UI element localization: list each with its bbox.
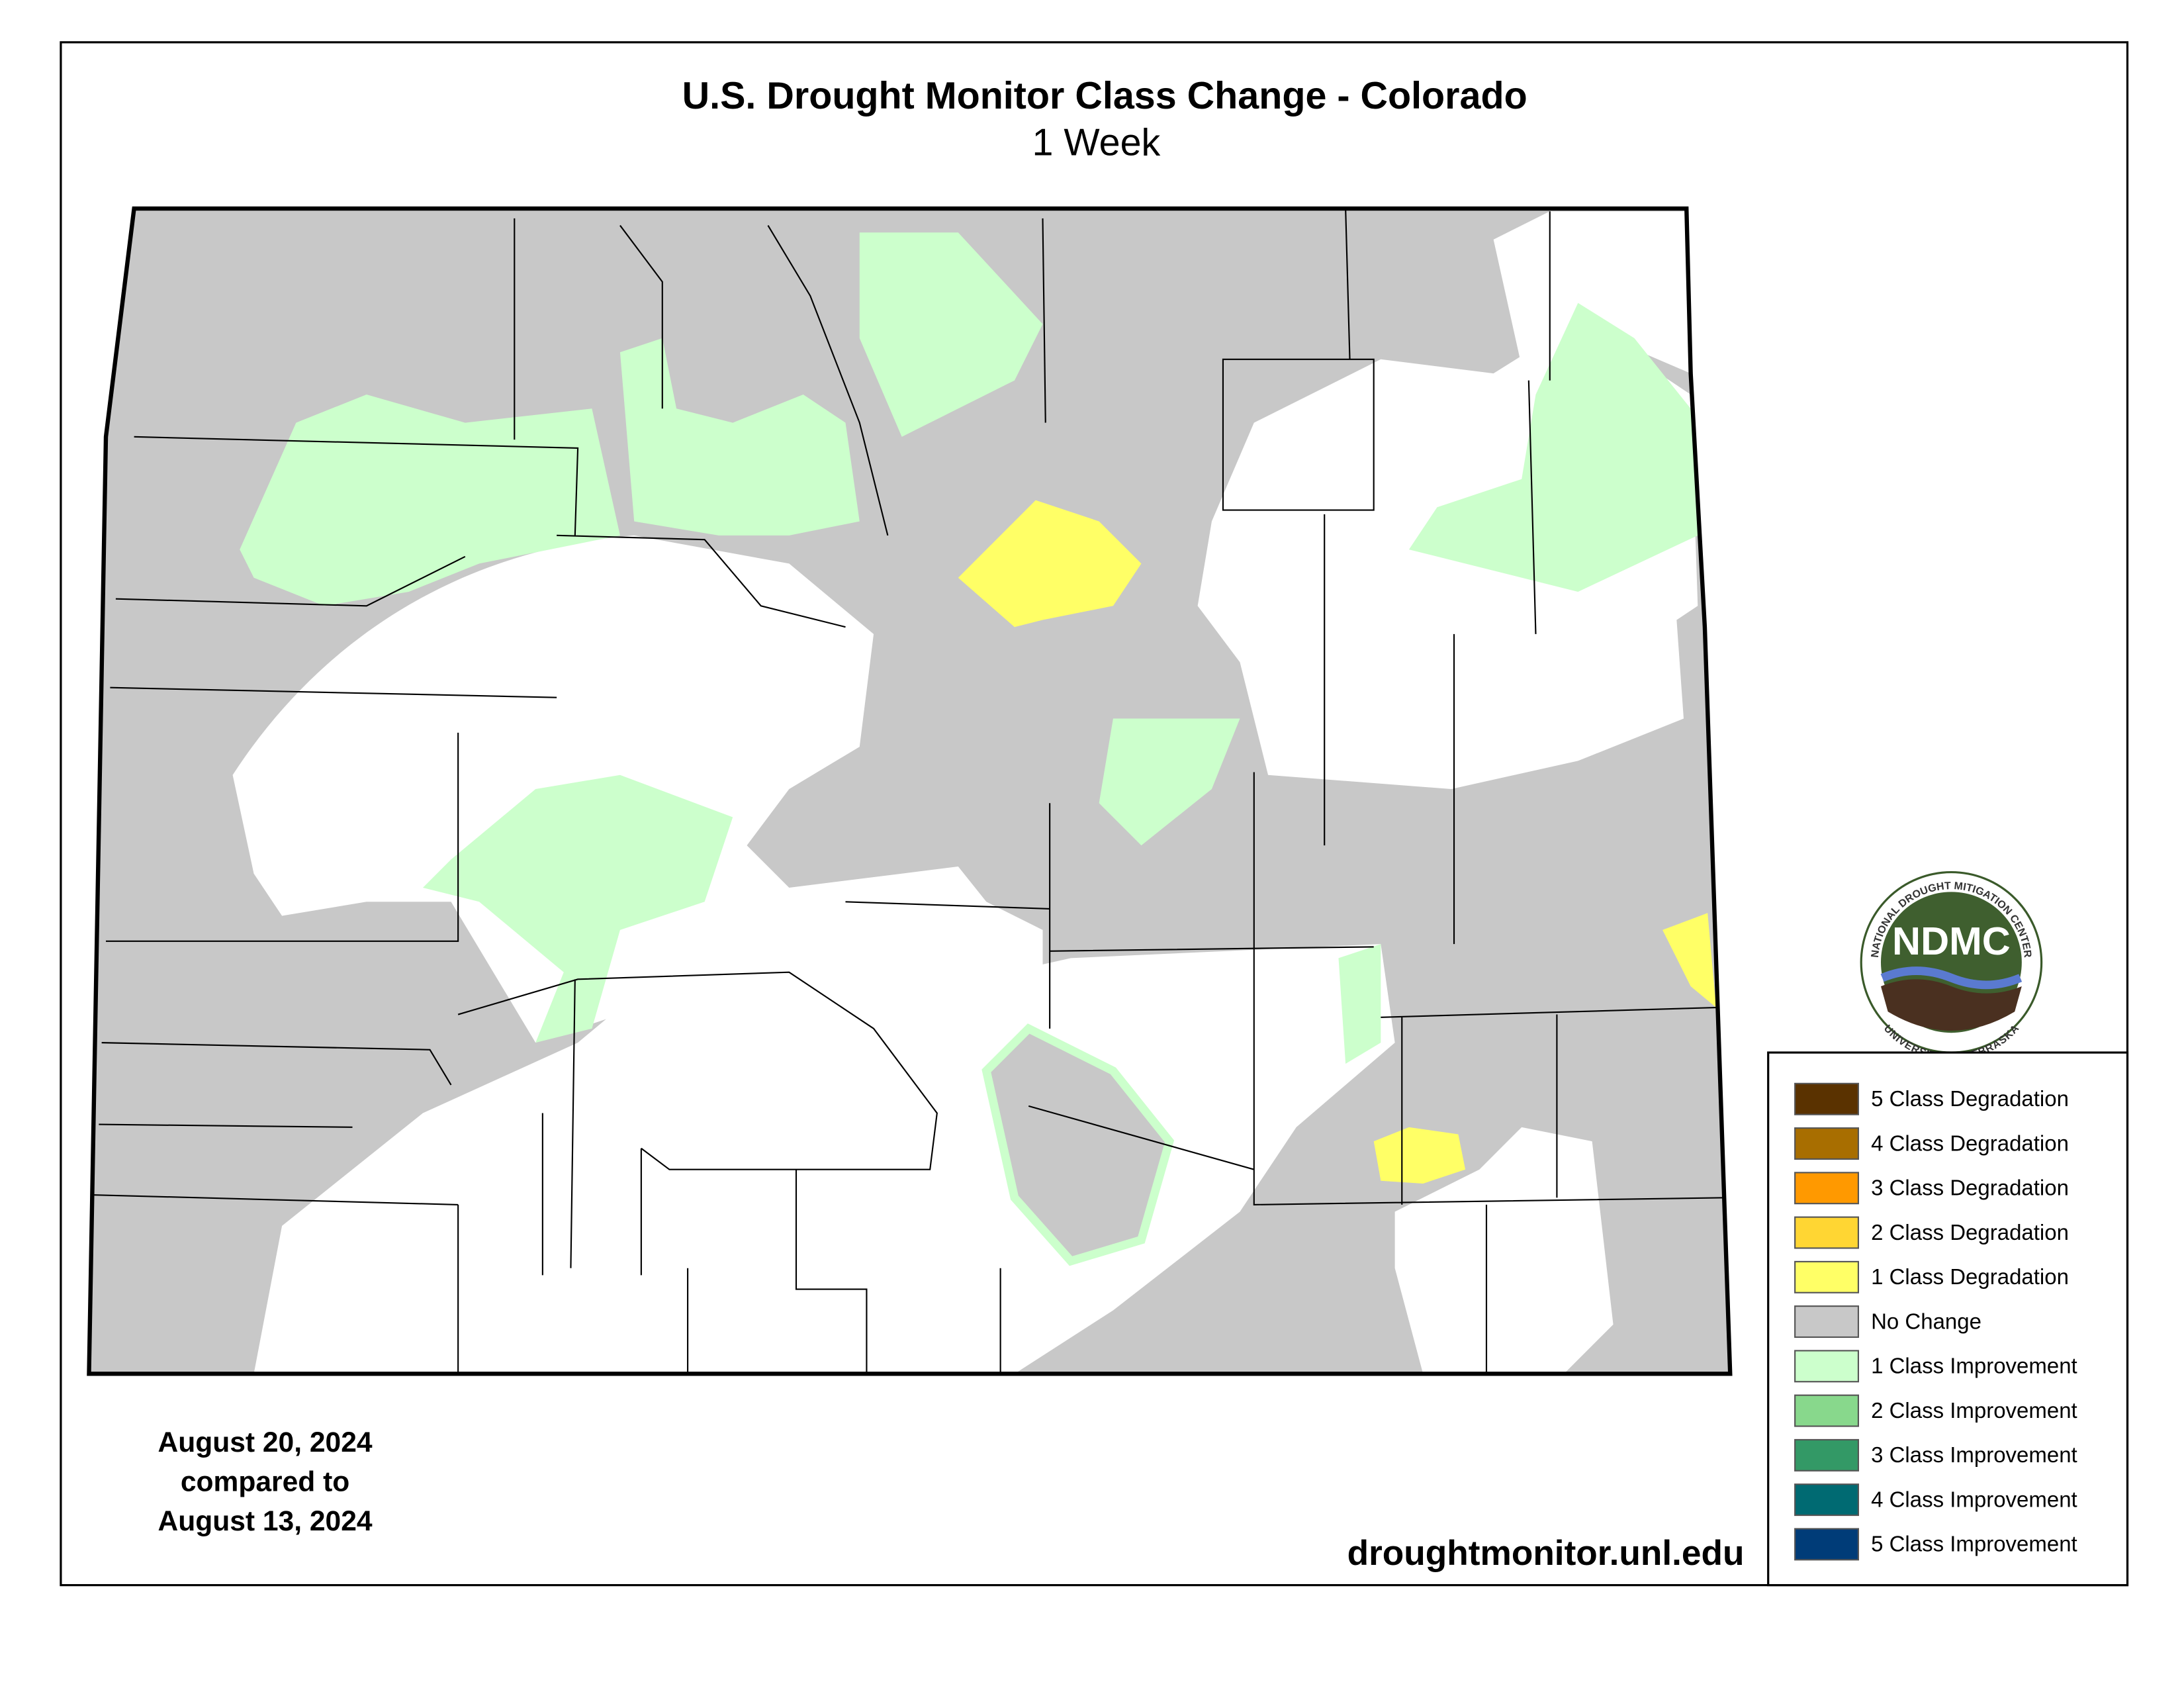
legend-label: 1 Class Improvement	[1871, 1354, 2077, 1378]
white-area	[1394, 1127, 1614, 1374]
legend-swatch	[1794, 1305, 1859, 1338]
date-line: compared to	[181, 1466, 349, 1498]
map-title: U.S. Drought Monitor Class Change - Colo…	[682, 75, 1527, 117]
legend-swatch	[1794, 1438, 1859, 1472]
degradation-area	[1373, 1127, 1466, 1184]
legend-swatch	[1794, 1216, 1859, 1249]
improvement-area	[859, 232, 1043, 437]
legend-label: 4 Class Degradation	[1871, 1131, 2069, 1155]
logo-water	[1880, 966, 2023, 990]
logo-abbr: NDMC	[1892, 919, 2011, 963]
legend-swatch	[1794, 1394, 1859, 1427]
improvement-area	[1338, 944, 1381, 1064]
legend-label: 5 Class Improvement	[1871, 1532, 2077, 1556]
legend-swatch	[1794, 1172, 1859, 1205]
date-line: August 13, 2024	[158, 1505, 372, 1537]
legend-swatch	[1794, 1528, 1859, 1561]
legend-swatch	[1794, 1127, 1859, 1160]
white-area	[1493, 211, 1691, 374]
state-map	[87, 206, 1733, 1376]
no-change-area	[981, 1023, 1175, 1266]
legend-label: 4 Class Improvement	[1871, 1487, 2077, 1511]
legend-swatch	[1794, 1350, 1859, 1383]
logo-land	[1880, 979, 2022, 1031]
improvement-area	[422, 774, 733, 1043]
source-url: droughtmonitor.unl.edu	[1347, 1534, 1745, 1573]
state-border	[87, 206, 1733, 1376]
legend-label: No Change	[1871, 1309, 1981, 1333]
improvement-area	[619, 338, 860, 536]
legend-swatch	[1794, 1483, 1859, 1517]
degradation-area	[958, 500, 1142, 628]
legend-swatch	[1794, 1260, 1859, 1293]
legend-label: 2 Class Degradation	[1871, 1220, 2069, 1244]
date-line: August 20, 2024	[158, 1427, 372, 1458]
legend-label: 3 Class Degradation	[1871, 1176, 2069, 1200]
legend-label: 2 Class Improvement	[1871, 1398, 2077, 1423]
legend-label: 3 Class Improvement	[1871, 1442, 2077, 1467]
legend-swatch	[1794, 1082, 1859, 1115]
map-subtitle: 1 Week	[1032, 121, 1160, 164]
legend-label: 5 Class Degradation	[1871, 1086, 2069, 1111]
degradation-area	[1662, 913, 1716, 1008]
improvement-area	[1099, 718, 1240, 846]
improvement-area	[1408, 303, 1698, 592]
legend-label: 1 Class Degradation	[1871, 1264, 2069, 1289]
legend: 5 Class Degradation 4 Class Degradation 3 …	[1767, 1051, 2129, 1587]
white-area	[253, 902, 1395, 1374]
county-lines	[91, 208, 1726, 1374]
